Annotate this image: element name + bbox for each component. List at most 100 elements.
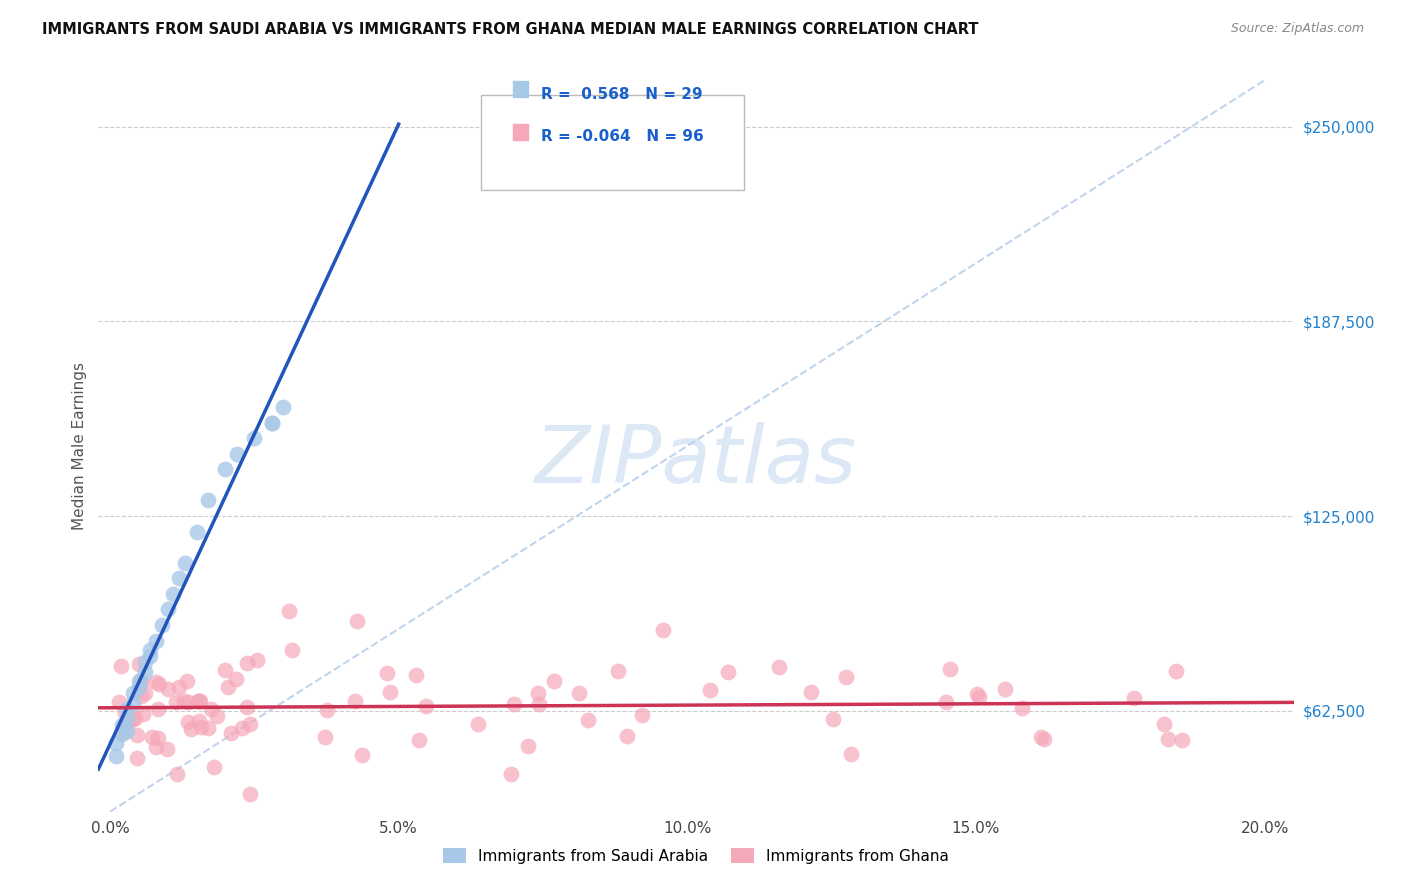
Point bbox=[173, 694, 195, 708]
Point bbox=[236, 657, 259, 671]
Point bbox=[139, 643, 162, 657]
Point bbox=[188, 694, 211, 708]
Point bbox=[834, 669, 856, 683]
Point bbox=[167, 680, 190, 694]
Point bbox=[467, 717, 489, 731]
Point bbox=[110, 727, 132, 741]
Point bbox=[127, 727, 149, 741]
Point bbox=[128, 680, 150, 694]
Point bbox=[177, 714, 200, 729]
Point bbox=[966, 687, 988, 701]
Point bbox=[375, 666, 398, 681]
Point bbox=[166, 767, 188, 781]
Point bbox=[162, 587, 184, 601]
FancyBboxPatch shape bbox=[481, 95, 744, 190]
Point bbox=[155, 742, 177, 756]
Point bbox=[271, 400, 294, 414]
Point bbox=[104, 736, 127, 750]
Point bbox=[516, 739, 538, 754]
Point bbox=[239, 717, 262, 731]
Point bbox=[217, 680, 239, 694]
Point bbox=[260, 416, 283, 430]
Point bbox=[245, 653, 267, 667]
Point bbox=[104, 748, 127, 763]
Point bbox=[146, 702, 169, 716]
Point bbox=[405, 667, 427, 681]
Point bbox=[202, 760, 225, 774]
Point bbox=[141, 731, 163, 745]
Point bbox=[134, 656, 156, 670]
Point bbox=[415, 698, 437, 713]
Point bbox=[699, 682, 721, 697]
Point bbox=[717, 665, 740, 679]
Point bbox=[118, 714, 141, 729]
Point bbox=[188, 694, 211, 708]
Point bbox=[631, 708, 654, 723]
Point bbox=[122, 686, 145, 700]
Point bbox=[197, 721, 219, 735]
Point bbox=[219, 726, 242, 740]
Point bbox=[839, 747, 862, 761]
Point bbox=[821, 712, 844, 726]
Point bbox=[1153, 717, 1175, 731]
Point bbox=[1123, 690, 1146, 705]
Point bbox=[543, 673, 565, 688]
Point bbox=[176, 673, 198, 688]
Point bbox=[1156, 731, 1178, 746]
Point bbox=[107, 695, 129, 709]
Point bbox=[177, 695, 200, 709]
Point bbox=[129, 673, 152, 687]
Point bbox=[527, 697, 550, 711]
Point bbox=[127, 751, 149, 765]
Point bbox=[350, 748, 373, 763]
Point bbox=[967, 690, 990, 705]
Point bbox=[150, 618, 173, 632]
Point bbox=[939, 662, 962, 676]
Point bbox=[800, 684, 823, 698]
Point bbox=[129, 676, 152, 690]
Point bbox=[281, 643, 304, 657]
Point bbox=[190, 720, 212, 734]
Point bbox=[935, 695, 957, 709]
Point bbox=[408, 732, 430, 747]
Point bbox=[117, 723, 139, 738]
Text: ZIPatlas: ZIPatlas bbox=[534, 422, 858, 500]
Point bbox=[180, 722, 202, 736]
Text: IMMIGRANTS FROM SAUDI ARABIA VS IMMIGRANTS FROM GHANA MEDIAN MALE EARNINGS CORRE: IMMIGRANTS FROM SAUDI ARABIA VS IMMIGRAN… bbox=[42, 22, 979, 37]
Point bbox=[503, 697, 526, 711]
Point bbox=[145, 674, 167, 689]
Point bbox=[128, 673, 150, 688]
Point bbox=[112, 719, 135, 733]
Point bbox=[165, 695, 187, 709]
Point bbox=[576, 713, 599, 727]
Point bbox=[1029, 730, 1052, 744]
Point bbox=[132, 707, 155, 722]
Point bbox=[378, 684, 401, 698]
Point bbox=[197, 493, 219, 508]
Point bbox=[121, 712, 143, 726]
Text: Source: ZipAtlas.com: Source: ZipAtlas.com bbox=[1230, 22, 1364, 36]
Point bbox=[346, 614, 368, 628]
Point bbox=[315, 703, 337, 717]
Point bbox=[156, 602, 179, 616]
Point bbox=[167, 571, 190, 585]
Point bbox=[499, 767, 522, 781]
Point bbox=[278, 604, 301, 618]
Point bbox=[205, 708, 228, 723]
Point bbox=[110, 659, 132, 673]
Point bbox=[616, 729, 638, 743]
Point bbox=[231, 721, 253, 735]
Point bbox=[1011, 701, 1033, 715]
Point bbox=[131, 689, 153, 703]
Point bbox=[128, 657, 150, 672]
Point bbox=[122, 696, 145, 710]
Point bbox=[243, 431, 266, 445]
Point bbox=[186, 524, 208, 539]
Point bbox=[1033, 731, 1056, 746]
Point bbox=[174, 556, 197, 570]
Point bbox=[134, 686, 156, 700]
Legend: Immigrants from Saudi Arabia, Immigrants from Ghana: Immigrants from Saudi Arabia, Immigrants… bbox=[437, 842, 955, 870]
Point bbox=[344, 693, 367, 707]
Point bbox=[314, 730, 336, 744]
Point bbox=[214, 663, 236, 677]
